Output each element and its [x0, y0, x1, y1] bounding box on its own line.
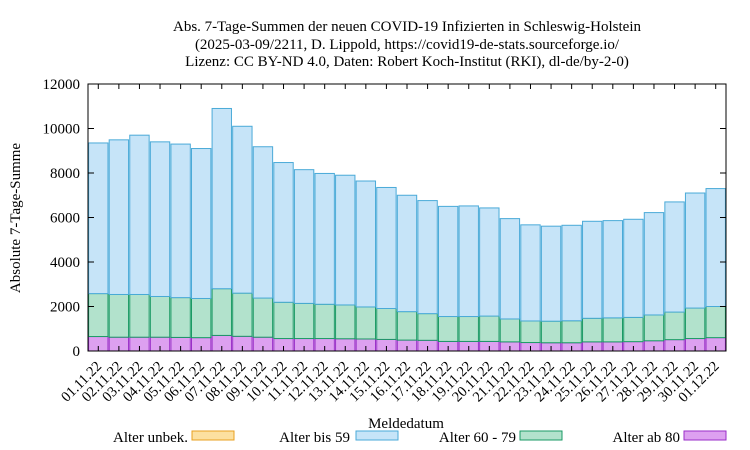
- bar-2-24: [561, 320, 582, 344]
- bar-3-24: [561, 224, 582, 322]
- title-line-1: Abs. 7-Tage-Summen der neuen COVID-19 In…: [173, 19, 642, 35]
- bar-3-19: [458, 205, 479, 318]
- bar-2-11: [293, 302, 315, 340]
- bar-3-13: [335, 174, 356, 306]
- bar-2-18: [437, 316, 459, 342]
- bar-2-2: [108, 293, 130, 338]
- bar-3-7: [211, 107, 232, 290]
- title-line-2: (2025-03-09/2211, D. Lippold, https://co…: [195, 37, 620, 53]
- bar-3-2: [108, 139, 130, 295]
- y-tick-label-1: 0: [73, 344, 81, 360]
- bar-3-25: [582, 220, 603, 319]
- bar-3-27: [623, 218, 644, 318]
- bar-2-16: [396, 311, 418, 341]
- bar-3-18: [437, 205, 459, 318]
- bar-3-1: [88, 142, 109, 295]
- bar-2-6: [191, 297, 212, 339]
- bar-3-10: [273, 162, 294, 303]
- bar-2-4: [149, 295, 171, 338]
- bar-2-10: [273, 301, 294, 340]
- title-line-3: Lizenz: CC BY-ND 4.0, Daten: Robert Koch…: [185, 54, 629, 70]
- bar-2-5: [170, 297, 191, 338]
- bar-2-28: [643, 314, 665, 342]
- bar-2-15: [376, 308, 397, 340]
- bar-2-31: [705, 306, 726, 339]
- y-tick-label-5: 8000: [50, 166, 80, 182]
- legend-label-1: Alter unbek.: [113, 430, 188, 446]
- bar-3-4: [149, 141, 171, 297]
- bar-3-31: [705, 188, 726, 307]
- legend: Alter unbek. Alter bis 59 Alter 60 - 79 Alt…: [113, 430, 727, 446]
- bar-2-17: [417, 313, 438, 341]
- bar-series-group: [88, 107, 726, 352]
- bar-2-27: [623, 316, 644, 343]
- bar-3-30: [684, 192, 706, 309]
- legend-swatch-1: [191, 430, 235, 441]
- bar-3-3: [129, 134, 150, 295]
- bar-3-28: [643, 212, 665, 316]
- bar-3-12: [314, 172, 335, 305]
- y-tick-label-7: 12000: [43, 77, 81, 93]
- bar-3-16: [396, 194, 418, 313]
- y-tick-label-4: 6000: [50, 211, 80, 227]
- bar-2-26: [602, 317, 623, 343]
- y-tick-label-6: 10000: [43, 122, 81, 138]
- y-tick-label-2: 2000: [50, 300, 80, 316]
- bar-2-21: [499, 318, 521, 343]
- bar-2-9: [252, 297, 274, 338]
- bar-2-1: [88, 293, 109, 338]
- bar-3-22: [520, 224, 541, 322]
- legend-label-2: Alter bis 59: [279, 430, 350, 446]
- bar-2-30: [684, 307, 706, 340]
- bar-3-17: [417, 200, 438, 315]
- bar-2-20: [479, 315, 500, 342]
- bar-3-21: [499, 218, 521, 320]
- y-axis-label: Absolute 7-Tage-Summe: [8, 143, 24, 294]
- legend-swatch-2: [355, 430, 399, 441]
- bar-3-6: [191, 148, 212, 299]
- bar-3-15: [376, 186, 397, 310]
- bar-3-9: [252, 146, 274, 299]
- bar-2-22: [520, 320, 541, 344]
- y-tick-label-3: 4000: [50, 255, 80, 271]
- legend-swatch-3: [519, 430, 563, 441]
- bar-3-8: [232, 125, 253, 294]
- bar-2-23: [540, 320, 562, 344]
- bar-3-26: [602, 220, 623, 319]
- bar-2-3: [129, 293, 150, 338]
- bar-3-5: [170, 143, 191, 299]
- bar-3-14: [355, 180, 377, 308]
- bar-2-14: [355, 306, 377, 340]
- bar-2-29: [664, 311, 685, 341]
- x-axis-label: Meldedatum: [368, 416, 444, 432]
- bar-2-7: [211, 288, 232, 336]
- bar-2-8: [232, 292, 253, 337]
- legend-label-3: Alter 60 - 79: [439, 430, 516, 446]
- bar-3-29: [664, 201, 685, 313]
- bar-2-19: [458, 316, 479, 342]
- bar-3-20: [479, 207, 500, 317]
- legend-swatch-4: [683, 430, 727, 441]
- bar-2-13: [335, 304, 356, 340]
- legend-label-4: Alter ab 80: [613, 430, 680, 446]
- bar-2-12: [314, 303, 335, 340]
- bar-2-25: [582, 317, 603, 343]
- chart-title: Abs. 7-Tage-Summen der neuen COVID-19 In…: [173, 19, 642, 70]
- bar-3-11: [293, 169, 315, 304]
- bar-3-23: [540, 225, 562, 322]
